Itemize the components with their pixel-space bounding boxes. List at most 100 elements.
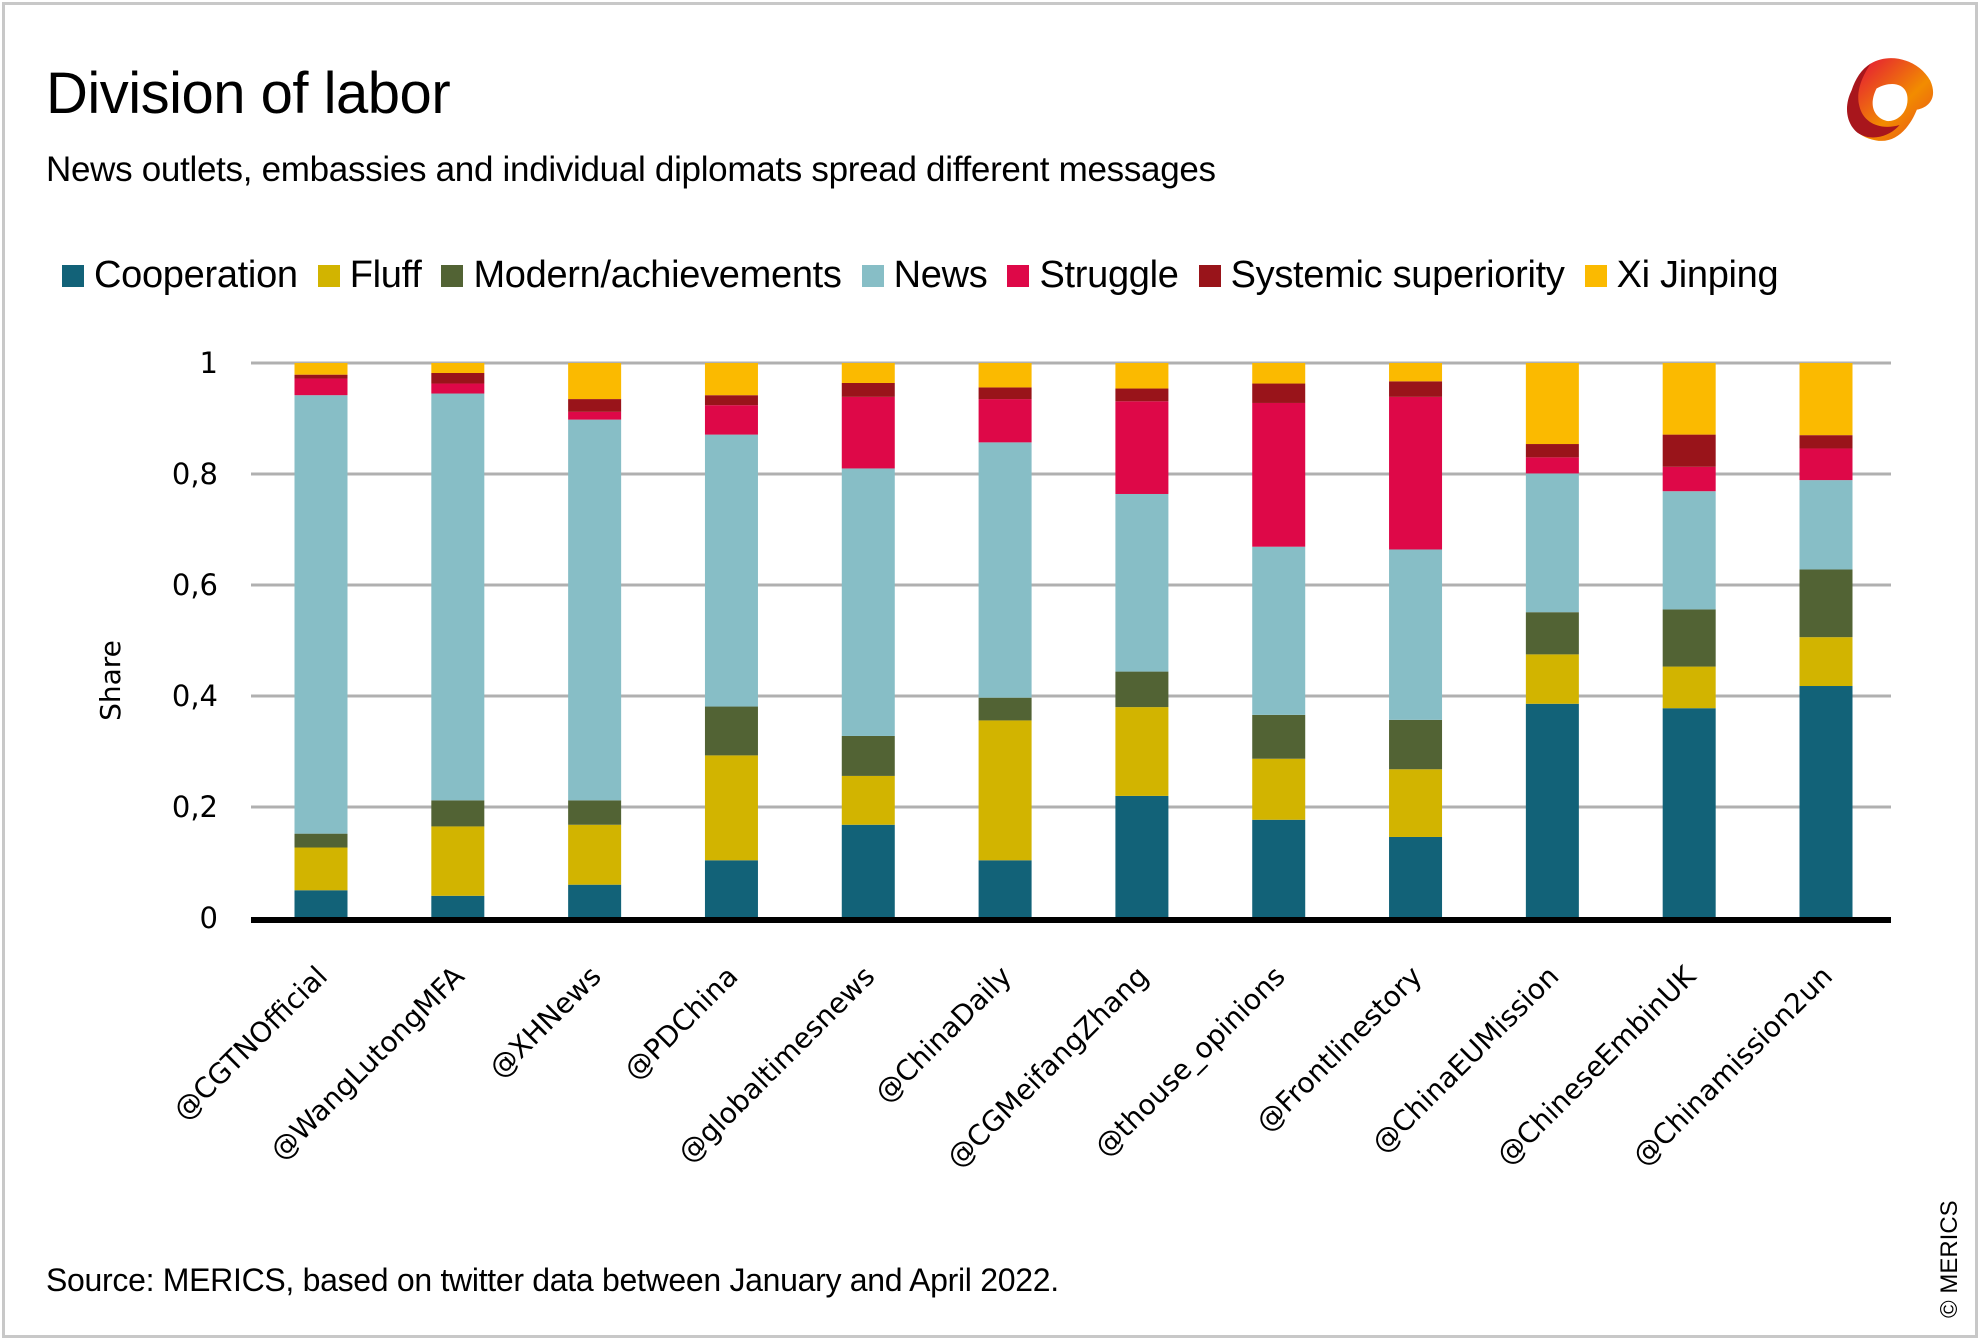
bar-segment bbox=[1525, 444, 1579, 458]
bar-segment bbox=[1662, 466, 1716, 492]
bar-segment bbox=[1252, 363, 1306, 384]
bar-segment bbox=[1525, 612, 1579, 655]
bar-segment bbox=[431, 800, 485, 827]
bar-segment bbox=[704, 405, 758, 435]
legend-label: Struggle bbox=[1039, 254, 1179, 296]
bar-segment bbox=[978, 860, 1032, 918]
bar-segment bbox=[1799, 480, 1853, 570]
bar-segment bbox=[568, 399, 622, 412]
bar-segment bbox=[1252, 758, 1306, 820]
legend-swatch bbox=[1007, 264, 1030, 287]
legend-label: Modern/achievements bbox=[473, 254, 842, 296]
legend-item: Struggle bbox=[1007, 254, 1179, 297]
bar-segment bbox=[1115, 401, 1169, 494]
bar-segment bbox=[978, 697, 1032, 721]
bar-segment bbox=[568, 363, 622, 400]
bar-segment bbox=[431, 393, 485, 801]
bar-segment bbox=[1662, 363, 1716, 435]
bar-segment bbox=[1662, 666, 1716, 709]
bar-segment bbox=[568, 411, 622, 420]
legend-swatch bbox=[1198, 264, 1221, 287]
bar-segment bbox=[568, 800, 622, 825]
bar-segment bbox=[841, 824, 895, 918]
copyright-note: © MERICS bbox=[1936, 1200, 1963, 1318]
bar-segment bbox=[294, 374, 348, 379]
bar-segment bbox=[1115, 795, 1169, 918]
legend-item: Cooperation bbox=[62, 254, 298, 297]
x-tick-label: @ChinaDaily bbox=[868, 960, 1018, 1110]
bar-segment bbox=[704, 860, 758, 918]
y-tick-label: 0 bbox=[200, 901, 218, 935]
bar-segment bbox=[1115, 363, 1169, 389]
legend-item: Fluff bbox=[317, 254, 422, 297]
bar-segment bbox=[1252, 546, 1306, 715]
bar-segment bbox=[841, 363, 895, 383]
bar-segment bbox=[1662, 708, 1716, 918]
bar-segment bbox=[841, 468, 895, 736]
bar-segment bbox=[978, 442, 1032, 698]
bar-segment bbox=[294, 890, 348, 918]
bar-segment bbox=[1662, 609, 1716, 667]
bar-segment bbox=[841, 396, 895, 469]
bar-segment bbox=[1115, 388, 1169, 402]
bar-segment bbox=[1389, 836, 1443, 918]
bar-segment bbox=[294, 378, 348, 396]
bar-segment bbox=[841, 775, 895, 825]
y-axis-title: Share bbox=[94, 640, 127, 721]
bar-segment bbox=[1799, 686, 1853, 918]
bar-segment bbox=[1115, 707, 1169, 796]
legend-swatch bbox=[62, 264, 84, 287]
bar-segment bbox=[1252, 402, 1306, 547]
bar-segment bbox=[568, 824, 622, 885]
y-tick-label: 1 bbox=[200, 346, 218, 380]
bar-segment bbox=[841, 735, 895, 776]
y-tick-label: 0,4 bbox=[172, 679, 218, 713]
legend-label: Cooperation bbox=[94, 254, 298, 296]
bar-segment bbox=[1799, 363, 1853, 436]
bar-segment bbox=[978, 363, 1032, 388]
bar-segment bbox=[1799, 637, 1853, 687]
bar-segment bbox=[431, 383, 485, 394]
bar-segment bbox=[1389, 549, 1443, 720]
bar-segment bbox=[978, 399, 1032, 443]
bar-segment bbox=[1799, 569, 1853, 638]
bar-segment bbox=[1252, 383, 1306, 403]
bar-segment bbox=[1389, 719, 1443, 770]
bar-segment bbox=[704, 706, 758, 756]
bar-segment bbox=[704, 395, 758, 406]
bar-segment bbox=[1525, 363, 1579, 445]
bar-segment bbox=[704, 755, 758, 861]
chart-subtitle: News outlets, embassies and individual d… bbox=[46, 150, 1216, 189]
bar-segment bbox=[978, 720, 1032, 861]
bar-segment bbox=[431, 826, 485, 896]
bar-segment bbox=[978, 387, 1032, 400]
bar-segment bbox=[431, 363, 485, 373]
legend-item: News bbox=[861, 254, 988, 297]
bar-segment bbox=[1115, 493, 1169, 672]
bar-segment bbox=[1389, 381, 1443, 397]
y-tick-label: 0,6 bbox=[172, 568, 218, 602]
legend-label: Fluff bbox=[349, 254, 422, 296]
bar-segment bbox=[1662, 491, 1716, 610]
bar-segment bbox=[1252, 819, 1306, 918]
source-note: Source: MERICS, based on twitter data be… bbox=[46, 1262, 1059, 1298]
legend-label: Xi Jinping bbox=[1616, 254, 1779, 296]
bar-segment bbox=[1525, 654, 1579, 704]
bar-segment bbox=[1389, 769, 1443, 837]
bar-segment bbox=[704, 434, 758, 707]
bar-segment bbox=[704, 363, 758, 396]
bar-segment bbox=[1525, 457, 1579, 474]
legend-swatch bbox=[1584, 264, 1607, 287]
legend-label: Systemic superiority bbox=[1230, 254, 1565, 296]
x-tick-label: @XHNews bbox=[482, 960, 607, 1085]
legend-label: News bbox=[893, 254, 988, 296]
bar-segment bbox=[1389, 396, 1443, 550]
bar-segment bbox=[1799, 448, 1853, 481]
bar-segment bbox=[1525, 473, 1579, 613]
chart-title: Division of labor bbox=[46, 61, 451, 126]
bar-segment bbox=[294, 847, 348, 891]
bar-segment bbox=[1252, 714, 1306, 759]
bar-segment bbox=[568, 419, 622, 801]
merics-logo-icon bbox=[1846, 58, 1934, 141]
bar-segment bbox=[294, 833, 348, 848]
